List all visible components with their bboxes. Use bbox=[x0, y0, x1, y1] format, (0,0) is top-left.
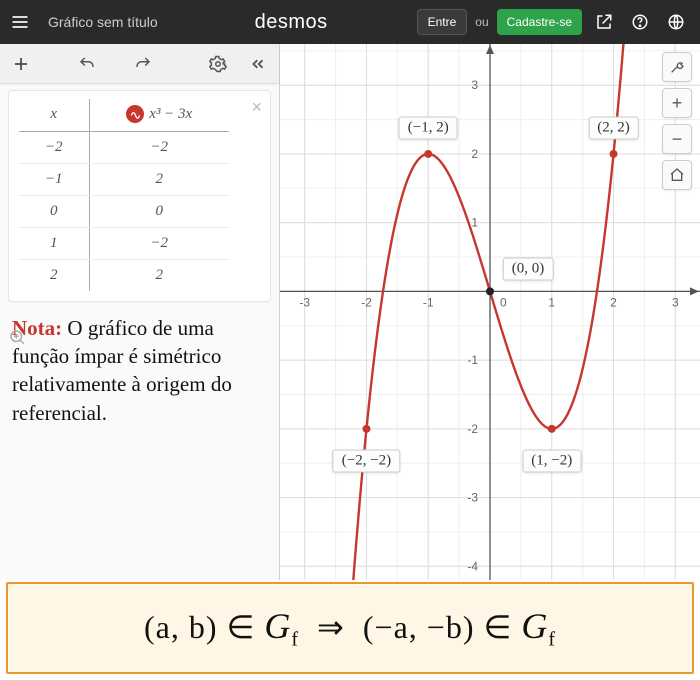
fx-expression: x³ − 3x bbox=[149, 106, 192, 123]
table-row[interactable]: 1−2 bbox=[19, 227, 229, 259]
undo-button[interactable] bbox=[74, 51, 100, 77]
table-row[interactable]: 22 bbox=[19, 259, 229, 291]
undo-icon bbox=[78, 55, 96, 73]
value-table: x x³ − 3x −2−2−12001−222 bbox=[19, 99, 229, 291]
value-table-card[interactable]: × x x³ − 3x bbox=[8, 90, 271, 302]
cell-x[interactable]: −2 bbox=[19, 131, 89, 163]
expression-panel: × x x³ − 3x bbox=[0, 44, 280, 580]
cell-x[interactable]: 2 bbox=[19, 259, 89, 291]
cell-x[interactable]: −1 bbox=[19, 163, 89, 195]
cell-x[interactable]: 0 bbox=[19, 195, 89, 227]
graph-tools: + − bbox=[662, 52, 692, 190]
bottom-formula-box: (a, b) ∈ Gf ⇒ (−a, −b) ∈ Gf bbox=[6, 582, 694, 674]
top-bar: Gráfico sem título desmos Entre ou Cadas… bbox=[0, 0, 700, 44]
svg-text:-1: -1 bbox=[467, 353, 478, 367]
wrench-icon bbox=[669, 59, 685, 75]
chevrons-left-icon bbox=[249, 55, 267, 73]
zoom-in-button[interactable]: + bbox=[662, 88, 692, 118]
or-label: ou bbox=[475, 15, 488, 29]
graph-title[interactable]: Gráfico sem título bbox=[40, 14, 166, 30]
point-label: (0, 0) bbox=[503, 258, 554, 281]
svg-text:-2: -2 bbox=[361, 295, 372, 309]
add-expression-button[interactable] bbox=[8, 51, 34, 77]
help-button[interactable] bbox=[626, 8, 654, 36]
svg-text:-3: -3 bbox=[299, 295, 310, 309]
topbar-right: Entre ou Cadastre-se bbox=[417, 8, 700, 36]
globe-icon bbox=[667, 13, 685, 31]
hamburger-icon bbox=[10, 12, 30, 32]
point-label: (1, −2) bbox=[522, 449, 581, 472]
redo-button[interactable] bbox=[130, 51, 156, 77]
point-label: (−1, 2) bbox=[399, 116, 458, 139]
settings-button[interactable] bbox=[205, 51, 231, 77]
graph-panel[interactable]: -3 -2 -1 1 2 3 -4 -3 -2 -1 1 2 3 0 + − (−2, −2) (−1, 2… bbox=[280, 44, 700, 580]
svg-text:-1: -1 bbox=[423, 295, 434, 309]
table-row[interactable]: −12 bbox=[19, 163, 229, 195]
redo-icon bbox=[134, 55, 152, 73]
home-button[interactable] bbox=[662, 160, 692, 190]
close-table-button[interactable]: × bbox=[251, 97, 262, 118]
main-area: × x x³ − 3x bbox=[0, 44, 700, 580]
svg-text:-3: -3 bbox=[467, 491, 478, 505]
login-button[interactable]: Entre bbox=[417, 9, 468, 35]
zoom-fit-icon bbox=[8, 328, 26, 346]
gear-icon bbox=[209, 55, 227, 73]
series-color-swatch[interactable] bbox=[126, 105, 144, 123]
brand-logo: desmos bbox=[166, 11, 417, 34]
zoom-out-button[interactable]: − bbox=[662, 124, 692, 154]
table-row[interactable]: −2−2 bbox=[19, 131, 229, 163]
share-button[interactable] bbox=[590, 8, 618, 36]
point-label: (2, 2) bbox=[588, 116, 639, 139]
svg-text:3: 3 bbox=[471, 78, 478, 92]
cell-y[interactable]: 2 bbox=[89, 259, 229, 291]
collapse-panel-button[interactable] bbox=[245, 51, 271, 77]
cell-y[interactable]: −2 bbox=[89, 227, 229, 259]
table-row[interactable]: 00 bbox=[19, 195, 229, 227]
handwritten-note: Nota: O gráfico de uma função ímpar é si… bbox=[0, 308, 279, 427]
wave-icon bbox=[130, 109, 141, 120]
expression-toolbar bbox=[0, 44, 279, 84]
svg-text:-4: -4 bbox=[467, 559, 478, 573]
cell-x[interactable]: 1 bbox=[19, 227, 89, 259]
svg-text:0: 0 bbox=[500, 295, 507, 309]
svg-text:2: 2 bbox=[610, 295, 617, 309]
svg-text:2: 2 bbox=[471, 147, 478, 161]
signup-button[interactable]: Cadastre-se bbox=[497, 9, 582, 35]
bottom-formula-text: (a, b) ∈ Gf ⇒ (−a, −b) ∈ Gf bbox=[144, 605, 556, 651]
svg-text:-2: -2 bbox=[467, 422, 478, 436]
cell-y[interactable]: 0 bbox=[89, 195, 229, 227]
help-icon bbox=[631, 13, 649, 31]
table-header-fx[interactable]: x³ − 3x bbox=[89, 99, 229, 131]
svg-text:1: 1 bbox=[548, 295, 555, 309]
svg-text:3: 3 bbox=[672, 295, 679, 309]
plus-icon bbox=[12, 55, 30, 73]
share-icon bbox=[595, 13, 613, 31]
point-label: (−2, −2) bbox=[333, 449, 400, 472]
zoom-fit-button[interactable] bbox=[8, 328, 30, 350]
language-button[interactable] bbox=[662, 8, 690, 36]
svg-text:1: 1 bbox=[471, 216, 478, 230]
cell-y[interactable]: 2 bbox=[89, 163, 229, 195]
home-icon bbox=[669, 167, 685, 183]
cell-y[interactable]: −2 bbox=[89, 131, 229, 163]
hamburger-button[interactable] bbox=[0, 0, 40, 44]
table-header-x[interactable]: x bbox=[19, 99, 89, 131]
wrench-button[interactable] bbox=[662, 52, 692, 82]
